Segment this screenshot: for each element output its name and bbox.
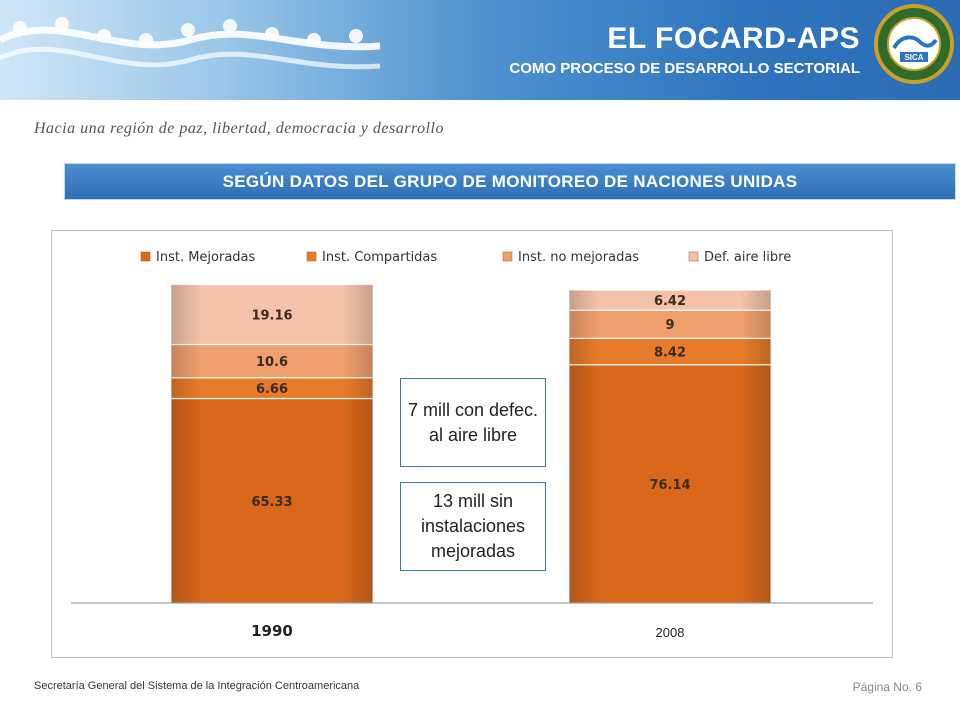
section-banner: SEGÚN DATOS DEL GRUPO DE MONITOREO DE NA… xyxy=(64,163,956,200)
data-label: 6.42 xyxy=(654,294,686,309)
bar-segment-shade xyxy=(569,338,771,365)
data-label: 76.14 xyxy=(649,478,690,493)
note-unimproved-facilities: 13 mill sin instalaciones mejoradas xyxy=(400,482,546,571)
legend-swatch xyxy=(688,251,699,262)
legend-swatch xyxy=(502,251,513,262)
page-subtitle: COMO PROCESO DE DESARROLLO SECTORIAL xyxy=(509,60,860,77)
page-title: EL FOCARD-APS xyxy=(607,22,860,55)
bar-segment-shade xyxy=(171,377,373,399)
bar-segment-shade xyxy=(171,284,373,345)
footer-organization: Secretaría General del Sistema de la Int… xyxy=(34,680,360,692)
data-label: 19.16 xyxy=(251,309,292,324)
data-label: 8.42 xyxy=(654,346,686,361)
data-label: 10.6 xyxy=(256,355,288,370)
bar-segment-shade xyxy=(569,364,771,603)
data-label: 9 xyxy=(665,318,674,333)
people-chain-graphic xyxy=(0,17,381,70)
legend-label: Inst. Mejoradas xyxy=(156,250,256,265)
category-label: 1990 xyxy=(251,622,293,640)
note-open-defecation: 7 mill con defec. al aire libre xyxy=(400,378,546,467)
legend-label: Inst. Compartidas xyxy=(322,250,437,265)
category-label: 2008 xyxy=(656,625,685,640)
data-label: 65.33 xyxy=(251,495,292,510)
legend-label: Inst. no mejoradas xyxy=(518,250,639,265)
legend-swatch xyxy=(140,251,151,262)
legend-swatch xyxy=(306,251,317,262)
bar-segment-shade xyxy=(569,310,771,339)
bar-segment-shade xyxy=(171,344,373,378)
stacked-bar-chart: Inst. Mejoradas Inst. Compartidas Inst. no… xyxy=(71,250,873,640)
tagline: Hacia una región de paz, libertad, democ… xyxy=(34,120,444,137)
bar-segment-shade xyxy=(569,290,771,311)
seal-text: SICA xyxy=(904,53,923,62)
data-label: 6.66 xyxy=(256,382,288,397)
legend-label: Def. aire libre xyxy=(704,250,791,265)
bar-segment-shade xyxy=(171,398,373,603)
sica-seal-logo: SICA xyxy=(874,4,954,84)
page-number: Página No. 6 xyxy=(852,680,922,694)
header-band: EL FOCARD-APS COMO PROCESO DE DESARROLLO… xyxy=(0,0,960,100)
